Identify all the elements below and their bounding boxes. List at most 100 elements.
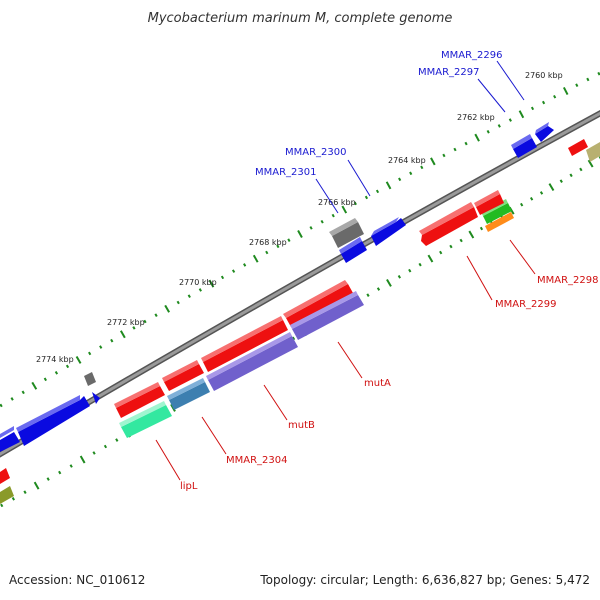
minor-tick xyxy=(559,179,563,183)
minor-tick xyxy=(539,191,544,195)
minor-tick xyxy=(11,496,15,501)
forward-gene-labels: MMAR_2296 MMAR_2297 MMAR_2300 MMAR_2301 xyxy=(255,50,525,214)
gene-MMAR_2300[interactable] xyxy=(371,217,406,246)
minor-tick xyxy=(69,464,73,468)
label-mutB[interactable]: mutB xyxy=(288,420,315,431)
gene-left-edge[interactable] xyxy=(0,468,14,504)
minor-tick xyxy=(418,262,422,267)
minor-tick xyxy=(597,71,600,76)
scale-label-2762: 2762 kbp xyxy=(457,113,495,122)
outer-scale-ticks xyxy=(0,71,600,408)
minor-tick xyxy=(43,377,47,382)
minor-tick xyxy=(366,293,370,297)
minor-tick xyxy=(375,189,380,194)
label-MMAR_2296[interactable]: MMAR_2296 xyxy=(441,50,503,61)
major-tick xyxy=(33,481,40,490)
label-MMAR_2298[interactable]: MMAR_2298 xyxy=(537,275,599,286)
minor-tick xyxy=(58,470,62,475)
minor-tick xyxy=(520,202,524,207)
minor-tick xyxy=(398,177,402,182)
gene-mutB[interactable] xyxy=(201,316,298,391)
gene-MMAR_2301[interactable] xyxy=(339,237,367,263)
minor-tick xyxy=(187,294,191,298)
minor-tick xyxy=(464,141,468,146)
gene-gray-2766[interactable] xyxy=(329,218,364,248)
scale-label-2764: 2764 kbp xyxy=(388,156,426,165)
gene-lipL[interactable] xyxy=(114,382,172,438)
minor-tick xyxy=(99,345,103,349)
minor-tick xyxy=(459,238,463,243)
minor-tick xyxy=(287,238,291,242)
major-tick xyxy=(427,254,434,263)
reverse-strand-genes xyxy=(0,139,600,504)
scale-labels: 2760 kbp 2762 kbp 2764 kbp 2766 kbp 2768… xyxy=(36,71,563,364)
minor-tick xyxy=(65,364,70,369)
minor-tick xyxy=(409,171,413,176)
major-tick xyxy=(562,86,569,95)
minor-tick xyxy=(529,197,534,201)
minor-tick xyxy=(176,300,180,305)
minor-tick xyxy=(291,336,296,341)
major-tick xyxy=(430,157,436,166)
major-tick xyxy=(468,230,475,239)
scale-label-2766: 2766 kbp xyxy=(318,198,356,207)
minor-tick xyxy=(154,313,158,317)
minor-tick xyxy=(265,250,269,255)
major-tick xyxy=(548,183,555,191)
gene-MMAR_2296[interactable] xyxy=(535,122,554,142)
minor-tick xyxy=(408,268,412,273)
label-lipL[interactable]: lipL xyxy=(180,481,198,492)
label-MMAR_2301[interactable]: MMAR_2301 xyxy=(255,167,317,178)
forward-strand-genes xyxy=(0,122,554,452)
label-MMAR_2299[interactable]: MMAR_2299 xyxy=(495,299,557,310)
gene-MMAR_2298-orange[interactable] xyxy=(485,212,514,232)
gene-red-upper[interactable] xyxy=(474,190,504,215)
minor-tick xyxy=(198,288,202,292)
gene-left-blue[interactable] xyxy=(0,395,90,452)
gene-MMAR_2299[interactable] xyxy=(419,202,478,246)
minor-tick xyxy=(110,338,114,343)
gene-mutA[interactable] xyxy=(283,280,364,340)
label-mutA[interactable]: mutA xyxy=(364,378,391,389)
major-tick xyxy=(119,330,126,339)
gene-small-blue[interactable] xyxy=(92,392,100,404)
minor-tick xyxy=(243,263,247,267)
minor-tick xyxy=(579,167,583,172)
minor-tick xyxy=(420,165,424,170)
minor-tick xyxy=(364,195,369,200)
minor-tick xyxy=(320,219,324,224)
gene-MMAR_2304[interactable] xyxy=(162,360,210,410)
label-MMAR_2297[interactable]: MMAR_2297 xyxy=(418,67,480,78)
major-tick xyxy=(75,355,82,364)
minor-tick xyxy=(453,147,457,152)
major-tick xyxy=(341,205,348,214)
minor-tick xyxy=(231,269,236,273)
minor-tick xyxy=(479,226,484,231)
major-tick xyxy=(518,110,525,119)
minor-tick xyxy=(353,201,357,206)
gene-small-gray[interactable] xyxy=(84,372,96,386)
minor-tick xyxy=(397,275,401,279)
gene-right-edge[interactable] xyxy=(568,139,600,162)
major-tick xyxy=(31,381,38,390)
genome-backbone xyxy=(0,110,600,458)
reverse-gene-labels: MMAR_2298 MMAR_2299 mutA mutB MMAR_2304 … xyxy=(155,239,599,492)
label-MMAR_2300[interactable]: MMAR_2300 xyxy=(285,147,347,158)
accession-text: Accession: NC_010612 xyxy=(9,573,146,587)
minor-tick xyxy=(0,403,3,408)
label-MMAR_2304[interactable]: MMAR_2304 xyxy=(226,455,288,466)
minor-tick xyxy=(220,275,225,280)
major-tick xyxy=(474,133,480,142)
minor-tick xyxy=(449,244,453,249)
minor-tick xyxy=(497,124,501,128)
minor-tick xyxy=(439,250,443,255)
scale-label-2770: 2770 kbp xyxy=(179,278,217,287)
minor-tick xyxy=(143,319,147,324)
minor-tick xyxy=(46,477,50,481)
major-tick xyxy=(208,279,215,288)
major-tick xyxy=(385,181,392,190)
gene-MMAR_2297[interactable] xyxy=(511,134,537,158)
map-title: Mycobacterium marinum M, complete genome xyxy=(148,11,453,26)
scale-label-2768: 2768 kbp xyxy=(249,238,287,247)
